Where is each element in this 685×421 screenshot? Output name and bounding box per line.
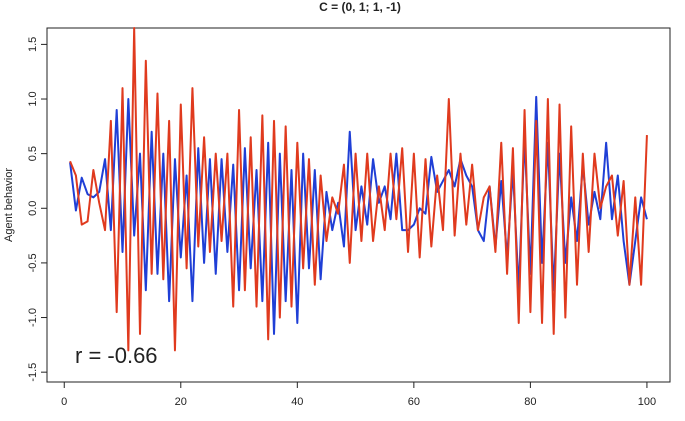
x-tick-label: 80	[524, 396, 536, 408]
x-tick-label: 20	[175, 396, 187, 408]
y-tick-label: 1.5	[27, 37, 39, 52]
y-tick-label: 1.0	[27, 91, 39, 106]
y-axis-label: Agent behavior	[3, 168, 15, 242]
annotation: r = -0.66	[75, 343, 158, 368]
y-tick-label: -1.0	[27, 308, 39, 327]
x-tick-label: 40	[291, 396, 303, 408]
y-tick-label: -0.5	[27, 253, 39, 272]
x-tick-label: 100	[638, 396, 656, 408]
series-line	[69, 27, 648, 352]
y-tick-label: 0.5	[27, 146, 39, 161]
y-tick-label: -1.5	[27, 363, 39, 382]
y-tick-label: 0.0	[27, 201, 39, 216]
x-tick-label: 0	[61, 396, 67, 408]
x-tick-label: 60	[408, 396, 420, 408]
chart-title: C = (0, 1; 1, -1)	[319, 0, 401, 14]
plot-frame	[46, 27, 671, 383]
